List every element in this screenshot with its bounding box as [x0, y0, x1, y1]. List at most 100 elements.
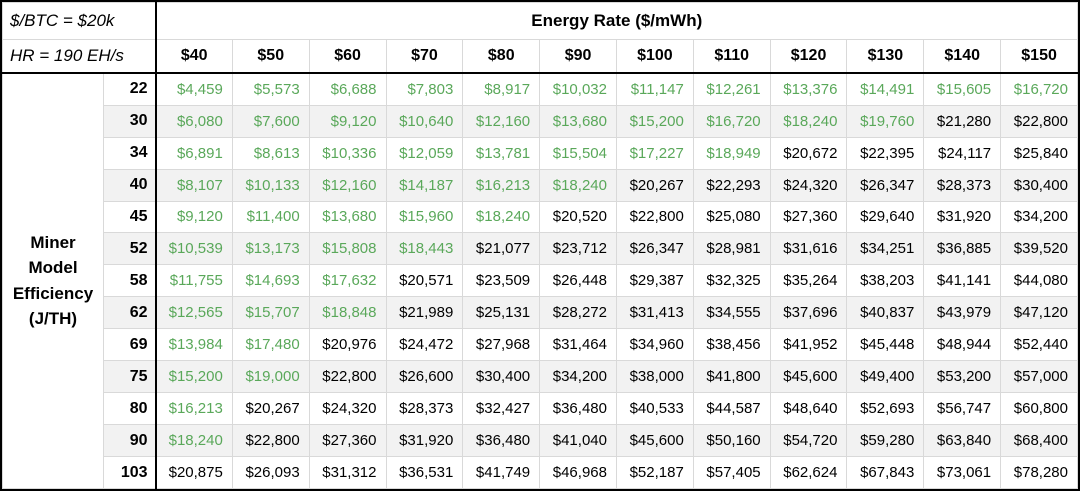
breakeven-value-cell: $19,000: [231, 360, 310, 394]
breakeven-value-cell: $17,227: [615, 136, 694, 170]
breakeven-value-cell: $6,891: [155, 136, 233, 170]
table-row: 58 $11,755 $14,693 $17,632 $20,571 $23,509 $26…: [3, 264, 1078, 298]
breakeven-value-cell: $57,000: [1000, 360, 1078, 394]
breakeven-value-cell: $48,640: [769, 392, 848, 426]
breakeven-value-cell: $68,400: [1000, 424, 1078, 457]
breakeven-value-cell: $44,080: [1000, 264, 1078, 298]
breakeven-value-cell: $36,531: [385, 456, 464, 489]
breakeven-value-cell: $28,373: [923, 168, 1002, 202]
breakeven-value-cell: $25,080: [692, 200, 771, 234]
breakeven-value-cell: $13,173: [231, 232, 310, 266]
breakeven-value-cell: $28,981: [692, 232, 771, 266]
breakeven-value-cell: $52,693: [846, 392, 925, 426]
energy-rate-col-header: $60: [308, 39, 387, 74]
table-row: 62 $12,565 $15,707 $18,848 $21,989 $25,131 $28…: [3, 296, 1078, 330]
header-row-group-title: $/BTC = $20k Energy Rate ($/mWh): [1, 2, 1078, 40]
breakeven-value-cell: $13,781: [462, 136, 541, 170]
breakeven-value-cell: $18,240: [769, 104, 848, 138]
breakeven-value-cell: $22,395: [846, 136, 925, 170]
breakeven-value-cell: $11,755: [155, 264, 233, 298]
breakeven-value-cell: $4,459: [155, 72, 233, 106]
energy-rate-col-header: $100: [615, 39, 694, 74]
breakeven-value-cell: $31,920: [385, 424, 464, 457]
breakeven-value-cell: $44,587: [692, 392, 771, 426]
breakeven-value-cell: $27,360: [769, 200, 848, 234]
breakeven-value-cell: $27,968: [462, 328, 541, 362]
breakeven-value-cell: $22,800: [308, 360, 387, 394]
breakeven-value-cell: $16,213: [155, 392, 233, 426]
breakeven-value-cell: $31,413: [615, 296, 694, 330]
breakeven-value-cell: $12,160: [308, 168, 387, 202]
breakeven-value-cell: $18,443: [385, 232, 464, 266]
breakeven-value-cell: $25,840: [1000, 136, 1078, 170]
breakeven-value-cell: $8,613: [231, 136, 310, 170]
breakeven-value-cell: $30,400: [1000, 168, 1078, 202]
table-row: 103 $20,875 $26,093 $31,312 $36,531 $41,749 $4…: [3, 456, 1078, 489]
breakeven-value-cell: $7,803: [385, 72, 464, 106]
breakeven-value-cell: $29,387: [615, 264, 694, 298]
breakeven-value-cell: $56,747: [923, 392, 1002, 426]
breakeven-value-cell: $41,141: [923, 264, 1002, 298]
breakeven-value-cell: $20,267: [615, 168, 694, 202]
energy-rate-col-header: $40: [155, 39, 233, 74]
breakeven-value-cell: $62,624: [769, 456, 848, 489]
breakeven-value-cell: $6,688: [308, 72, 387, 106]
breakeven-value-cell: $52,440: [1000, 328, 1078, 362]
table-row: 45 $9,120 $11,400 $13,680 $15,960 $18,240 $20,…: [3, 200, 1078, 234]
efficiency-row-header: 30: [102, 104, 157, 138]
breakeven-value-cell: $38,000: [615, 360, 694, 394]
breakeven-value-cell: $32,427: [462, 392, 541, 426]
breakeven-value-cell: $53,200: [923, 360, 1002, 394]
breakeven-value-cell: $45,448: [846, 328, 925, 362]
energy-rate-col-header: $110: [692, 39, 771, 74]
breakeven-value-cell: $25,131: [462, 296, 541, 330]
breakeven-value-cell: $9,120: [308, 104, 387, 138]
energy-rate-col-header: $130: [846, 39, 925, 74]
breakeven-value-cell: $17,632: [308, 264, 387, 298]
efficiency-row-header: 34: [102, 136, 157, 170]
breakeven-value-cell: $67,843: [846, 456, 925, 489]
energy-rate-group-title: Energy Rate ($/mWh): [155, 2, 1078, 40]
breakeven-value-cell: $31,920: [923, 200, 1002, 234]
breakeven-value-cell: $13,680: [539, 104, 617, 138]
breakeven-value-cell: $29,640: [846, 200, 925, 234]
breakeven-value-cell: $37,696: [769, 296, 848, 330]
breakeven-value-cell: $12,160: [462, 104, 541, 138]
breakeven-value-cell: $22,800: [231, 424, 310, 457]
breakeven-value-cell: $49,400: [846, 360, 925, 394]
breakeven-value-cell: $8,107: [155, 168, 233, 202]
breakeven-value-cell: $15,707: [231, 296, 310, 330]
breakeven-value-cell: $24,320: [769, 168, 848, 202]
breakeven-value-cell: $45,600: [615, 424, 694, 457]
breakeven-value-cell: $18,848: [308, 296, 387, 330]
table-row: Miner Model Efficiency (J/TH) 22 $4,459 $5,…: [2, 72, 1078, 489]
breakeven-value-cell: $12,059: [385, 136, 464, 170]
breakeven-value-cell: $23,509: [462, 264, 541, 298]
breakeven-value-cell: $18,240: [462, 200, 541, 234]
breakeven-value-cell: $21,989: [385, 296, 464, 330]
breakeven-value-cell: $16,720: [1000, 72, 1078, 106]
breakeven-value-cell: $22,800: [615, 200, 694, 234]
breakeven-value-cell: $19,760: [846, 104, 925, 138]
energy-rate-col-header: $50: [231, 39, 310, 74]
breakeven-value-cell: $36,885: [923, 232, 1002, 266]
breakeven-value-cell: $28,272: [539, 296, 617, 330]
breakeven-value-cell: $38,456: [692, 328, 771, 362]
miner-efficiency-axis-title: Miner Model Efficiency (J/TH): [2, 72, 104, 489]
breakeven-value-cell: $13,984: [155, 328, 233, 362]
breakeven-value-cell: $47,120: [1000, 296, 1078, 330]
breakeven-value-cell: $20,571: [385, 264, 464, 298]
hashrate-assumption: HR = 190 EH/s: [1, 39, 157, 74]
breakeven-value-cell: $26,347: [615, 232, 694, 266]
table-row: 30 $6,080 $7,600 $9,120 $10,640 $12,160 $13,68…: [3, 104, 1078, 138]
breakeven-value-cell: $20,267: [231, 392, 310, 426]
breakeven-value-cell: $40,533: [615, 392, 694, 426]
efficiency-row-header: 80: [102, 392, 157, 426]
breakeven-value-cell: $21,077: [462, 232, 541, 266]
breakeven-value-cell: $5,573: [231, 72, 310, 106]
breakeven-value-cell: $30,400: [462, 360, 541, 394]
breakeven-value-cell: $50,160: [692, 424, 771, 457]
energy-rate-col-header: $120: [769, 39, 848, 74]
efficiency-row-header: 58: [102, 264, 157, 298]
breakeven-value-cell: $59,280: [846, 424, 925, 457]
